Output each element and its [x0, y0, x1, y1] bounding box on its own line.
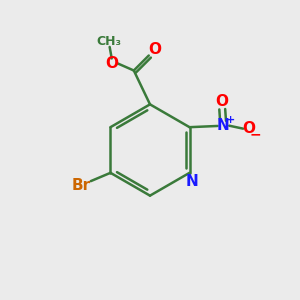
Text: CH₃: CH₃: [96, 35, 121, 48]
Text: +: +: [226, 116, 235, 125]
Text: O: O: [215, 94, 228, 109]
Text: O: O: [105, 56, 118, 70]
Text: O: O: [242, 121, 255, 136]
Text: Br: Br: [72, 178, 91, 193]
Text: N: N: [217, 118, 230, 133]
Text: O: O: [148, 42, 161, 57]
Text: N: N: [185, 174, 198, 189]
Text: −: −: [250, 127, 262, 141]
